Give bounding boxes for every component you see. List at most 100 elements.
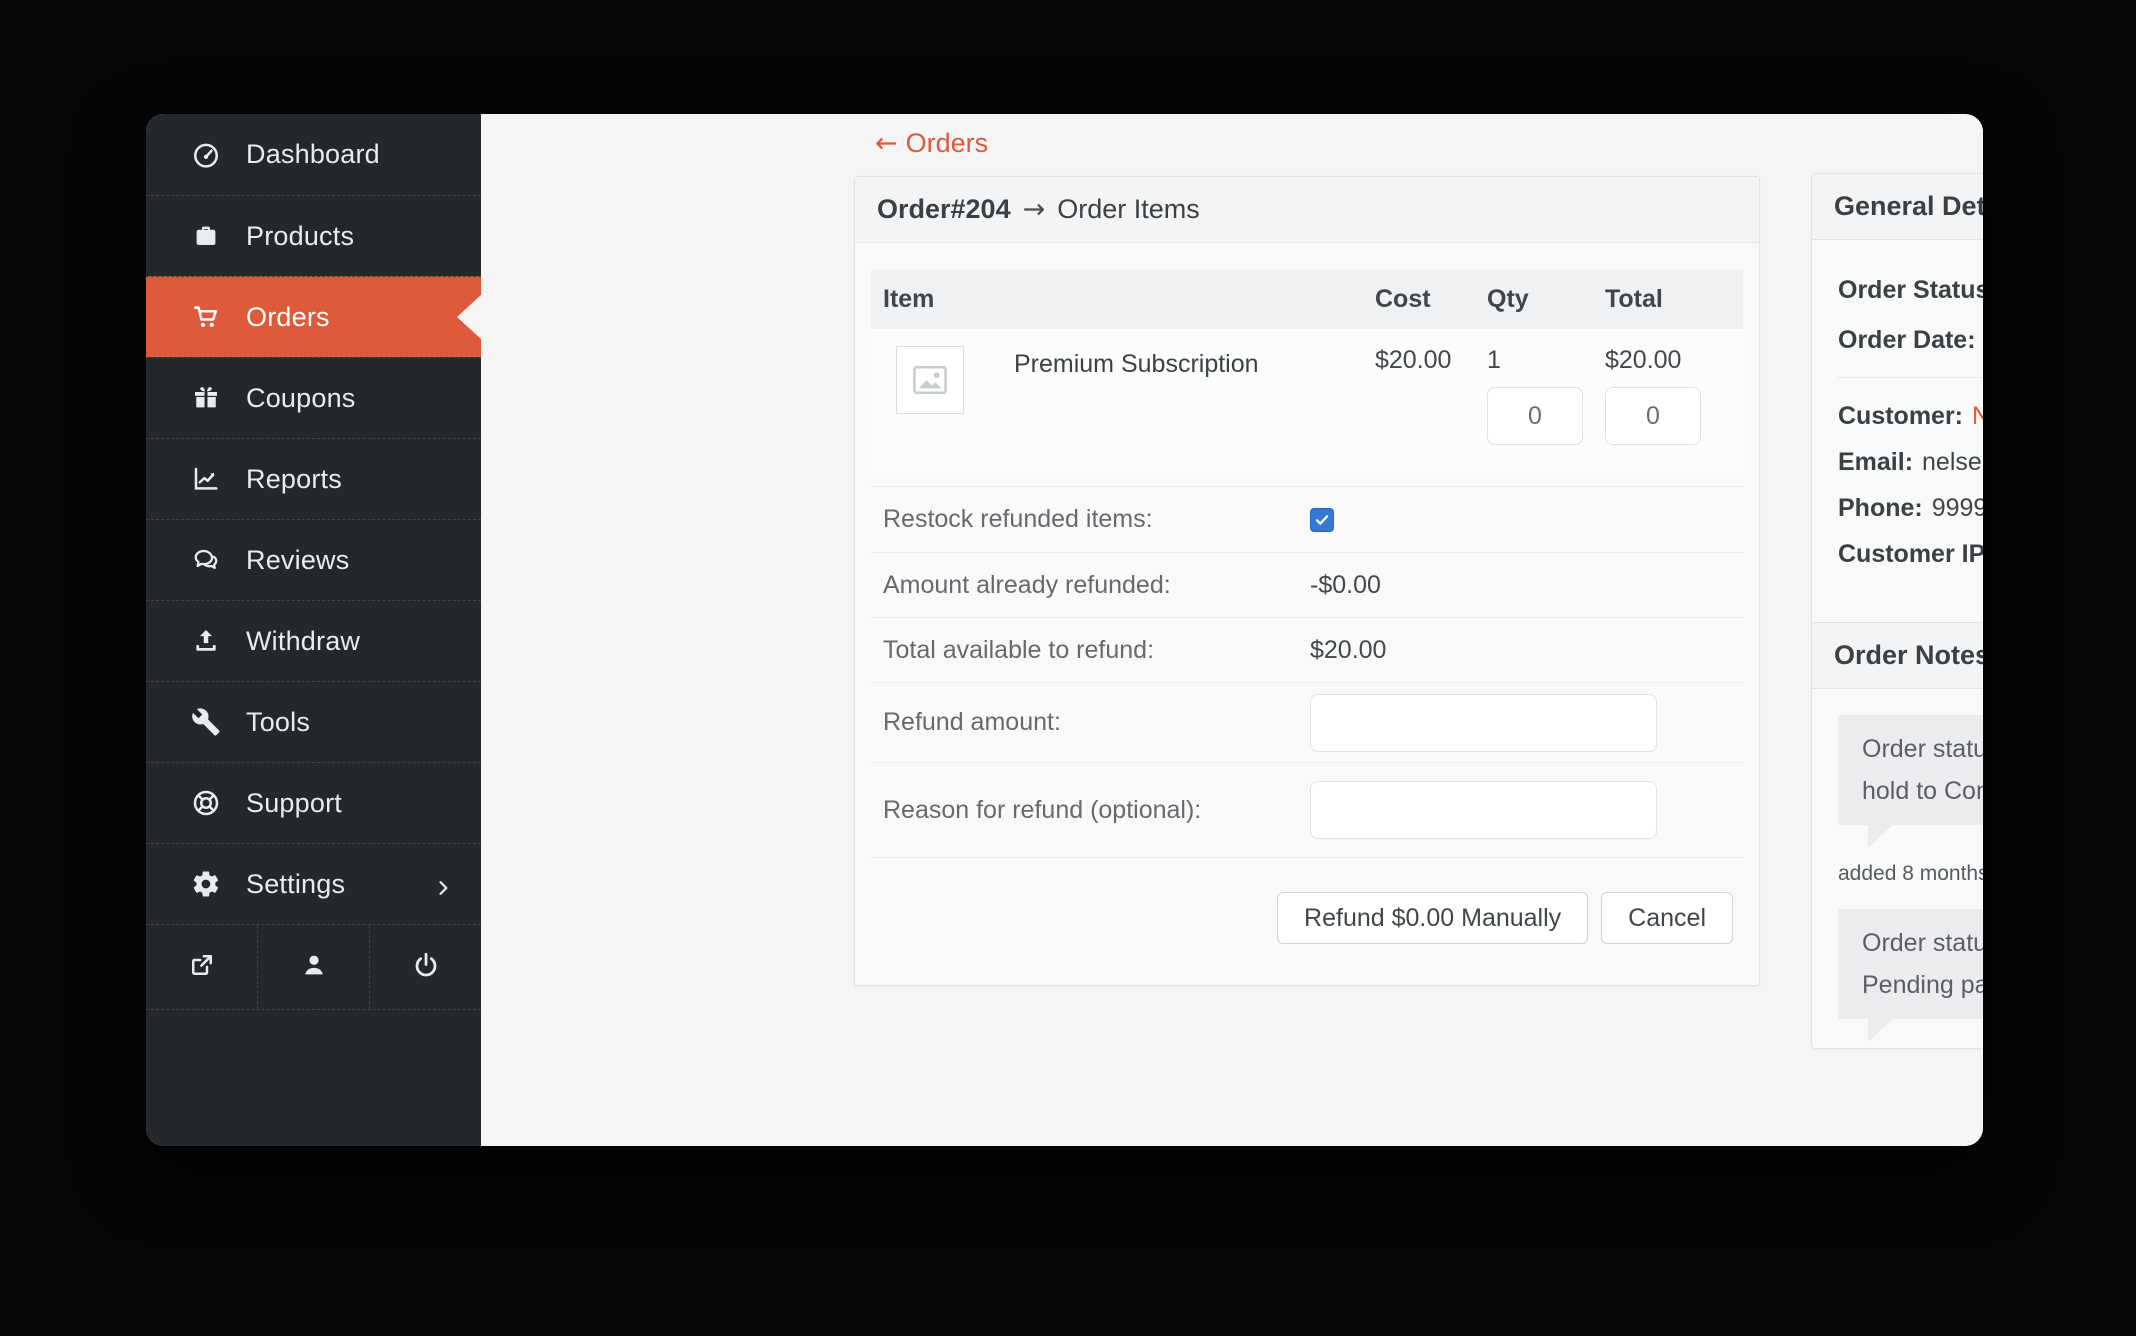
left-arrow-icon: ← bbox=[875, 128, 898, 159]
sidebar-item-label: Products bbox=[246, 220, 355, 251]
total-available-row: Total available to refund: $20.00 bbox=[871, 617, 1743, 682]
cart-icon bbox=[190, 301, 222, 333]
order-notes-title: Order Notes bbox=[1812, 623, 1983, 689]
sidebar-item-label: Dashboard bbox=[246, 139, 380, 169]
logout-button[interactable] bbox=[369, 925, 481, 1009]
sidebar-item-label: Coupons bbox=[246, 382, 356, 413]
customer-ip-line: Customer IP: 27.147.217.50 bbox=[1838, 540, 1983, 569]
phone-value: 9999999934 bbox=[1931, 494, 1983, 522]
sidebar-footer bbox=[146, 924, 481, 1010]
col-item: Item bbox=[883, 284, 935, 313]
dashboard-icon bbox=[190, 139, 222, 171]
customer-label: Customer: bbox=[1838, 402, 1964, 430]
product-thumbnail bbox=[896, 346, 964, 414]
sidebar-item-tools[interactable]: Tools bbox=[146, 681, 481, 762]
gear-icon bbox=[190, 868, 222, 900]
refund-qty-input[interactable] bbox=[1487, 387, 1583, 445]
email-value: nelsen@sharklasers.com bbox=[1922, 448, 1983, 476]
total-available-label: Total available to refund: bbox=[883, 635, 1155, 664]
order-status-label: Order Status: bbox=[1838, 276, 1983, 304]
power-icon bbox=[411, 950, 441, 985]
order-number: Order#204 bbox=[877, 194, 1011, 224]
restock-label: Restock refunded items: bbox=[883, 505, 1153, 533]
order-panel-subtitle: Order Items bbox=[1057, 194, 1200, 224]
col-total: Total bbox=[1605, 284, 1663, 313]
sidebar-item-label: Withdraw bbox=[246, 625, 361, 656]
refund-actions: Refund $0.00 Manually Cancel bbox=[871, 857, 1743, 944]
sidebar-item-orders[interactable]: Orders bbox=[146, 276, 481, 357]
item-cost: $20.00 bbox=[1375, 346, 1452, 374]
checkmark-icon bbox=[1315, 514, 1329, 525]
col-cost: Cost bbox=[1375, 284, 1431, 313]
sidebar-item-support[interactable]: Support bbox=[146, 762, 481, 843]
external-link-icon bbox=[187, 950, 217, 985]
restock-checkbox[interactable] bbox=[1310, 507, 1334, 532]
order-item-row: Premium Subscription $20.00 1 $20.00 bbox=[871, 329, 1743, 471]
wrench-icon bbox=[190, 706, 222, 738]
chart-line-icon bbox=[190, 463, 222, 495]
sidebar-item-label: Orders bbox=[246, 301, 330, 332]
sidebar-item-products[interactable]: Products bbox=[146, 195, 481, 276]
sidebar-item-reviews[interactable]: Reviews bbox=[146, 519, 481, 600]
order-note: Order status changed from Pending paymen… bbox=[1838, 909, 1983, 1042]
product-name: Premium Subscription bbox=[1014, 350, 1259, 378]
order-date-line: Order Date: April 18, 2017, 8:30 am bbox=[1838, 326, 1983, 355]
amount-refunded-row: Amount already refunded: -$0.00 bbox=[871, 552, 1743, 617]
email-label: Email: bbox=[1838, 448, 1914, 476]
sidebar-item-settings[interactable]: Settings bbox=[146, 843, 481, 924]
total-available-value: $20.00 bbox=[1310, 635, 1387, 664]
general-details-title: General Details bbox=[1812, 174, 1983, 240]
note-meta: added 8 months ago Delete note bbox=[1838, 862, 1983, 886]
col-qty: Qty bbox=[1487, 284, 1529, 313]
phone-line: Phone: 9999999934 bbox=[1838, 494, 1983, 523]
restock-row: Restock refunded items: bbox=[871, 486, 1743, 552]
gift-icon bbox=[190, 382, 222, 414]
sidebar-item-label: Settings bbox=[246, 868, 346, 899]
comments-icon bbox=[190, 544, 222, 576]
external-link-button[interactable] bbox=[146, 925, 257, 1009]
main-content: ← Orders Order#204 → Order Items Item Cos… bbox=[481, 114, 1983, 1146]
refund-amount-row: Refund amount: bbox=[871, 682, 1743, 762]
general-details-panel: General Details Order Status: completed … bbox=[1811, 173, 1983, 635]
customer-name-link[interactable]: Nelsen mandela bbox=[1972, 402, 1983, 430]
sidebar-item-dashboard[interactable]: Dashboard bbox=[146, 114, 481, 195]
image-placeholder-icon bbox=[913, 365, 947, 395]
sidebar-item-withdraw[interactable]: Withdraw bbox=[146, 600, 481, 681]
customer-line: Customer: Nelsen mandela bbox=[1838, 402, 1983, 431]
order-refund-panel: Order#204 → Order Items Item Cost Qty To… bbox=[854, 176, 1760, 986]
upload-icon bbox=[190, 625, 222, 657]
refund-amount-input[interactable] bbox=[1310, 693, 1657, 752]
email-line: Email: nelsen@sharklasers.com bbox=[1838, 448, 1983, 477]
order-note: Order status changed from On hold to Com… bbox=[1838, 715, 1983, 848]
refund-total-input[interactable] bbox=[1605, 387, 1701, 445]
order-items-table-header: Item Cost Qty Total bbox=[871, 269, 1743, 329]
back-to-orders-link[interactable]: ← Orders bbox=[875, 128, 989, 159]
sidebar-item-label: Support bbox=[246, 787, 342, 818]
order-date-label: Order Date: bbox=[1838, 326, 1976, 354]
order-panel-header: Order#204 → Order Items bbox=[855, 177, 1759, 243]
refund-manually-button[interactable]: Refund $0.00 Manually bbox=[1277, 892, 1589, 944]
refund-reason-input[interactable] bbox=[1310, 781, 1657, 839]
sidebar-item-label: Reports bbox=[246, 463, 342, 494]
refund-amount-label: Refund amount: bbox=[883, 708, 1061, 736]
amount-refunded-value: -$0.00 bbox=[1310, 570, 1381, 599]
sidebar-item-label: Reviews bbox=[246, 544, 350, 575]
item-total: $20.00 bbox=[1605, 346, 1682, 374]
cancel-button[interactable]: Cancel bbox=[1601, 892, 1733, 944]
refund-reason-label: Reason for refund (optional): bbox=[883, 795, 1202, 824]
sidebar-item-label: Tools bbox=[246, 706, 311, 737]
profile-button[interactable] bbox=[257, 925, 369, 1009]
chevron-right-icon bbox=[433, 874, 453, 895]
right-arrow-icon: → bbox=[1022, 194, 1046, 225]
item-qty: 1 bbox=[1487, 346, 1501, 374]
refund-reason-row: Reason for refund (optional): bbox=[871, 762, 1743, 857]
user-icon bbox=[299, 950, 329, 985]
briefcase-icon bbox=[190, 220, 222, 252]
sidebar-item-coupons[interactable]: Coupons bbox=[146, 357, 481, 438]
sidebar-item-reports[interactable]: Reports bbox=[146, 438, 481, 519]
note-timestamp: added 8 months ago bbox=[1838, 862, 1983, 885]
phone-label: Phone: bbox=[1838, 494, 1923, 522]
divider bbox=[1838, 377, 1983, 378]
order-status-line: Order Status: completed Edit bbox=[1838, 272, 1983, 309]
life-ring-icon bbox=[190, 787, 222, 819]
